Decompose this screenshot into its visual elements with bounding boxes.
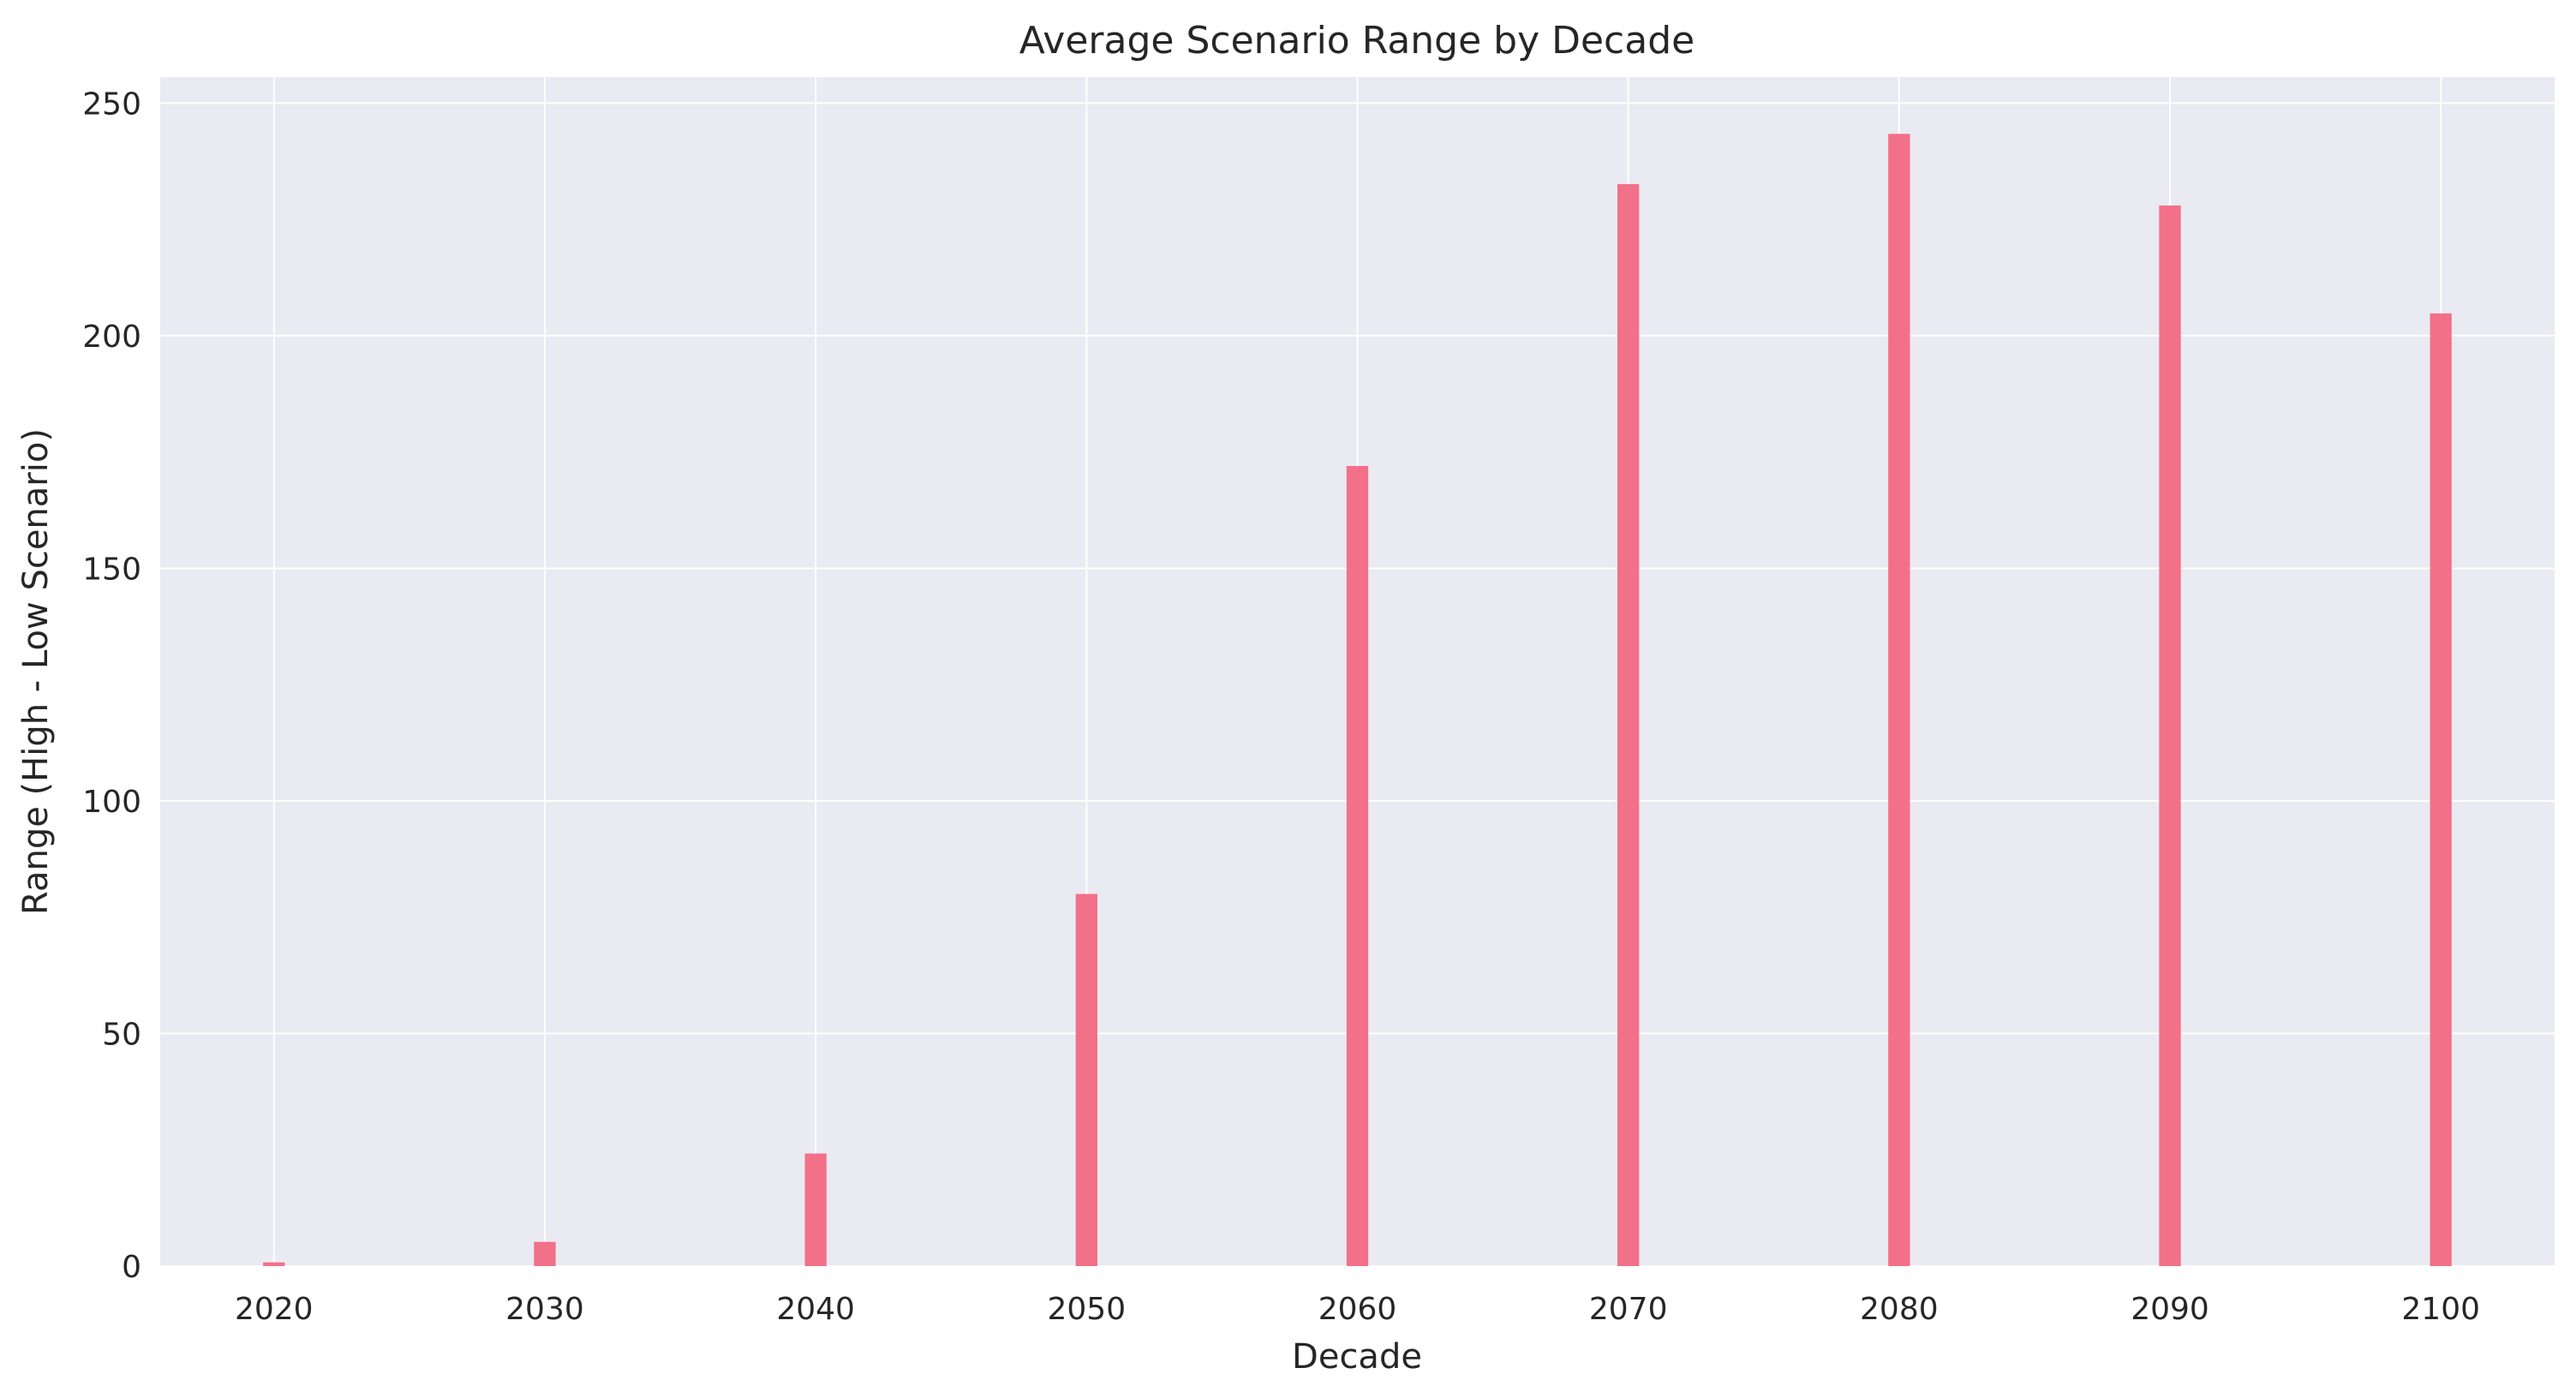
x-tick-label: 2080 [1860, 1292, 1939, 1327]
y-tick-label: 150 [82, 552, 141, 587]
bar-2020 [263, 1262, 285, 1266]
y-axis-label: Range (High - Low Scenario) [16, 428, 56, 915]
bar-2040 [804, 1153, 827, 1266]
bar-2070 [1617, 183, 1640, 1266]
x-tick-label: 2060 [1318, 1292, 1397, 1327]
y-tick-label: 250 [82, 87, 141, 122]
bar-2050 [1075, 893, 1097, 1266]
x-axis-label: Decade [1292, 1337, 1422, 1377]
y-tick-label: 0 [122, 1250, 141, 1285]
x-tick-label: 2040 [776, 1292, 855, 1327]
bars [263, 134, 2452, 1267]
x-tick-label: 2020 [235, 1292, 314, 1327]
y-tick-labels: 0 50 100 150 200 250 [82, 87, 141, 1285]
bar-2030 [534, 1241, 556, 1266]
y-tick-label: 100 [82, 785, 141, 820]
bar-2080 [1888, 134, 1910, 1267]
x-tick-label: 2090 [2131, 1292, 2209, 1327]
y-tick-label: 200 [82, 320, 141, 355]
chart-title: Average Scenario Range by Decade [1019, 19, 1694, 63]
x-tick-labels: 2020 2030 2040 2050 2060 2070 2080 2090 2100 [235, 1292, 2480, 1327]
y-tick-label: 50 [102, 1017, 141, 1052]
bar-2060 [1346, 465, 1369, 1266]
x-tick-label: 2030 [505, 1292, 584, 1327]
x-tick-label: 2100 [2401, 1292, 2480, 1327]
x-tick-label: 2050 [1048, 1292, 1127, 1327]
x-tick-label: 2070 [1589, 1292, 1668, 1327]
bar-2100 [2430, 313, 2452, 1266]
bar-2090 [2159, 205, 2181, 1266]
